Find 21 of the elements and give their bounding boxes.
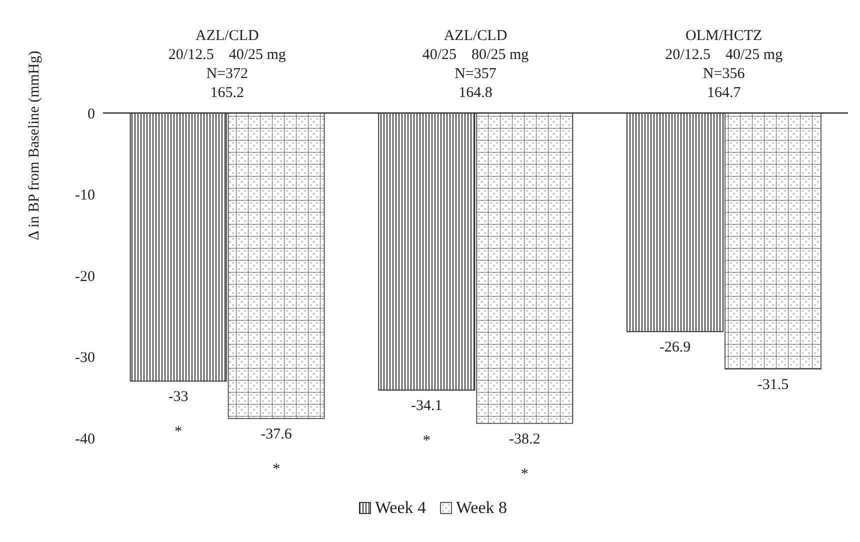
y-tick-label: -20	[75, 268, 95, 285]
text: *	[272, 462, 280, 478]
data-label: -34.1	[411, 398, 442, 414]
x-tick-label: AZL/CLD 20/12.5 40/25 mg N=372 165.2	[168, 28, 286, 101]
annotation: *	[422, 433, 430, 450]
legend-label: Week 8	[455, 498, 508, 518]
legend-label: Week 4	[374, 498, 426, 518]
data-label: -37.6	[260, 426, 292, 442]
annotation: *	[174, 424, 182, 440]
data-label: -31.5	[757, 376, 789, 393]
data-label: -26.9	[659, 340, 691, 356]
y-axis-title: Δ in BP from Baseline (mmHg)	[26, 50, 42, 240]
data-label: -33	[168, 389, 188, 406]
y-tick-label: -40	[75, 431, 95, 448]
y-tick-label: -30	[75, 350, 95, 366]
text: *	[520, 466, 528, 482]
x-tick-label: OLM/HCTZ 20/12.5 40/25 mg N=356 164.7	[665, 28, 784, 101]
y-tick-label: 0	[88, 106, 95, 122]
data-label: -38.2	[509, 431, 540, 448]
y-tick-label: -10	[75, 188, 95, 204]
x-tick-label: AZL/CLD 40/25 80/25 mg N=357 164.8	[422, 28, 530, 101]
